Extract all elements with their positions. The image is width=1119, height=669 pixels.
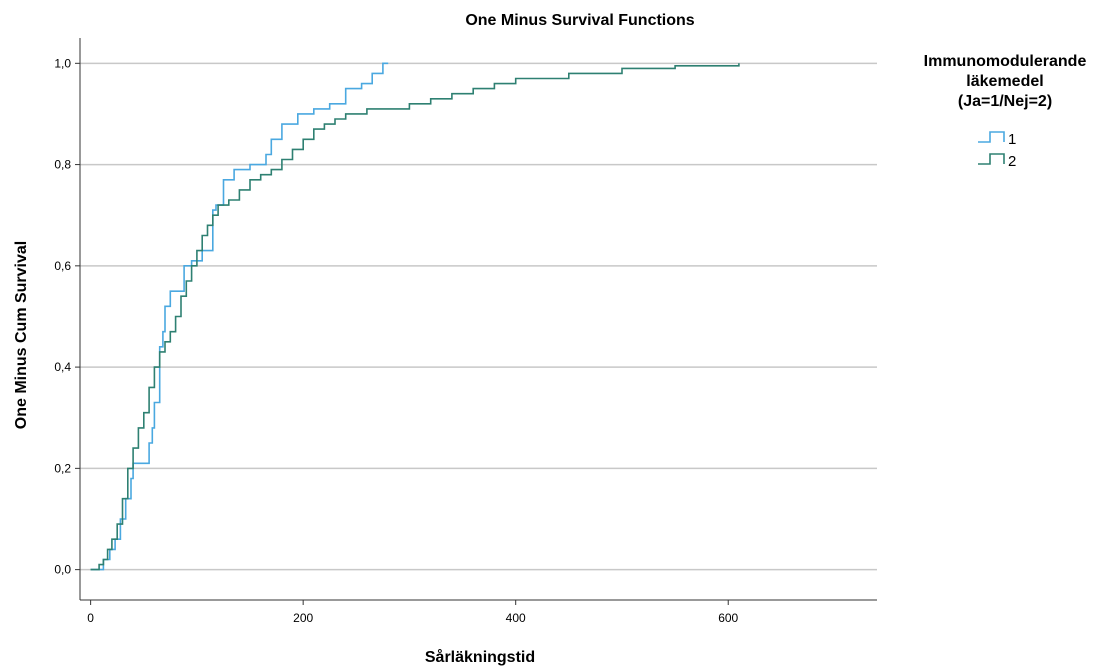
y-tick-label-3: 0,6 bbox=[54, 259, 71, 273]
legend: Immunomodulerande läkemedel (Ja=1/Nej=2)… bbox=[924, 53, 1087, 170]
x-axis-label: Sårläkningstid bbox=[425, 648, 535, 666]
y-tick-label-5: 1,0 bbox=[54, 56, 71, 70]
x-ticks: 0 200 400 600 bbox=[87, 600, 739, 625]
series-line-2 bbox=[90, 63, 740, 571]
legend-title-line-1: Immunomodulerande bbox=[924, 53, 1087, 70]
y-tick-label-1: 0,2 bbox=[54, 461, 71, 475]
y-tick-label-0: 0,0 bbox=[54, 563, 71, 577]
legend-title-line-2: läkemedel bbox=[966, 73, 1043, 90]
legend-title-line-3: (Ja=1/Nej=2) bbox=[958, 93, 1052, 110]
legend-label-1: 1 bbox=[1008, 131, 1016, 148]
axes bbox=[79, 38, 877, 601]
y-ticks: 0,0 0,2 0,4 0,6 0,8 1,0 bbox=[54, 56, 80, 577]
x-tick-label-3: 600 bbox=[718, 611, 738, 625]
legend-items: 12 bbox=[978, 131, 1016, 170]
y-tick-label-4: 0,8 bbox=[54, 158, 71, 172]
x-tick-label-1: 200 bbox=[293, 611, 313, 625]
legend-swatch-1 bbox=[978, 131, 1005, 143]
legend-label-2: 2 bbox=[1008, 153, 1016, 170]
series-line-1 bbox=[90, 62, 389, 571]
x-tick-label-0: 0 bbox=[87, 611, 94, 625]
chart-title: One Minus Survival Functions bbox=[465, 12, 694, 29]
series-lines bbox=[90, 62, 740, 571]
y-axis-label: One Minus Cum Survival bbox=[13, 241, 30, 429]
grid-lines bbox=[80, 62, 877, 571]
x-tick-label-2: 400 bbox=[506, 611, 526, 625]
legend-swatch-2 bbox=[978, 153, 1005, 165]
y-tick-label-2: 0,4 bbox=[54, 360, 71, 374]
